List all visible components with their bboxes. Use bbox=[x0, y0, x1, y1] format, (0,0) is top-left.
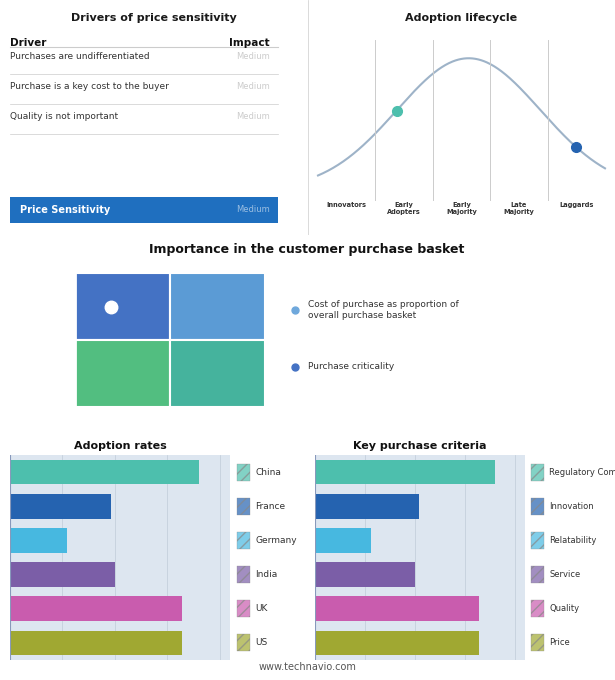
Title: Key purchase criteria: Key purchase criteria bbox=[353, 441, 486, 452]
Text: Innovators: Innovators bbox=[327, 202, 367, 208]
Text: Price Sensitivity: Price Sensitivity bbox=[20, 205, 110, 215]
Bar bbox=[10, 494, 111, 519]
Text: Early
Adopters: Early Adopters bbox=[387, 202, 421, 215]
Text: Price: Price bbox=[549, 639, 570, 647]
Title: Adoption rates: Adoption rates bbox=[74, 441, 167, 452]
Text: Quality is not important: Quality is not important bbox=[10, 112, 118, 121]
Bar bbox=[315, 460, 495, 484]
Bar bbox=[10, 197, 278, 223]
Bar bbox=[315, 494, 419, 519]
Bar bbox=[75, 272, 265, 407]
Bar bbox=[75, 340, 170, 407]
Bar bbox=[237, 566, 250, 583]
Text: www.technavio.com: www.technavio.com bbox=[258, 662, 357, 672]
Bar bbox=[531, 464, 544, 481]
Bar bbox=[170, 273, 265, 340]
Text: Driver: Driver bbox=[10, 38, 46, 48]
Text: Medium: Medium bbox=[236, 112, 270, 121]
Text: Drivers of price sensitivity: Drivers of price sensitivity bbox=[71, 13, 237, 23]
Text: Service: Service bbox=[549, 570, 581, 579]
Text: Relatability: Relatability bbox=[549, 536, 597, 545]
Bar bbox=[531, 566, 544, 583]
Text: US: US bbox=[255, 639, 268, 647]
Text: France: France bbox=[255, 502, 285, 511]
Bar bbox=[237, 498, 250, 515]
Text: Quality: Quality bbox=[549, 605, 579, 613]
Bar bbox=[531, 532, 544, 549]
Bar bbox=[315, 562, 415, 587]
Text: Innovation: Innovation bbox=[549, 502, 594, 511]
Bar bbox=[10, 562, 115, 587]
Bar bbox=[10, 630, 182, 656]
Bar bbox=[237, 634, 250, 651]
Bar bbox=[237, 464, 250, 481]
Text: Early
Majority: Early Majority bbox=[446, 202, 477, 215]
Bar bbox=[10, 528, 66, 553]
Bar bbox=[237, 600, 250, 617]
Text: Impact: Impact bbox=[229, 38, 270, 48]
Bar bbox=[10, 596, 182, 621]
Bar bbox=[75, 273, 170, 340]
Text: Late
Majority: Late Majority bbox=[504, 202, 534, 215]
Text: India: India bbox=[255, 570, 277, 579]
Text: Germany: Germany bbox=[255, 536, 296, 545]
Bar bbox=[315, 596, 479, 621]
Text: Importance in the customer purchase basket: Importance in the customer purchase bask… bbox=[149, 243, 465, 256]
Bar bbox=[531, 600, 544, 617]
Text: Adoption lifecycle: Adoption lifecycle bbox=[405, 13, 517, 23]
Bar bbox=[531, 498, 544, 515]
Bar bbox=[315, 528, 371, 553]
Text: Medium: Medium bbox=[236, 82, 270, 91]
Bar bbox=[170, 340, 265, 407]
Text: Purchase criticality: Purchase criticality bbox=[308, 362, 394, 371]
Bar bbox=[531, 634, 544, 651]
Text: Purchases are undifferentiated: Purchases are undifferentiated bbox=[10, 52, 149, 61]
Text: Laggards: Laggards bbox=[559, 202, 593, 208]
Bar bbox=[237, 532, 250, 549]
Text: Medium: Medium bbox=[236, 52, 270, 61]
Text: Cost of purchase as proportion of
overall purchase basket: Cost of purchase as proportion of overal… bbox=[308, 300, 459, 320]
Bar bbox=[315, 630, 479, 656]
Text: Regulatory Compliance: Regulatory Compliance bbox=[549, 468, 615, 477]
Text: Purchase is a key cost to the buyer: Purchase is a key cost to the buyer bbox=[10, 82, 169, 91]
Text: UK: UK bbox=[255, 605, 268, 613]
Text: Medium: Medium bbox=[236, 205, 270, 214]
Text: China: China bbox=[255, 468, 281, 477]
Bar bbox=[10, 460, 199, 484]
